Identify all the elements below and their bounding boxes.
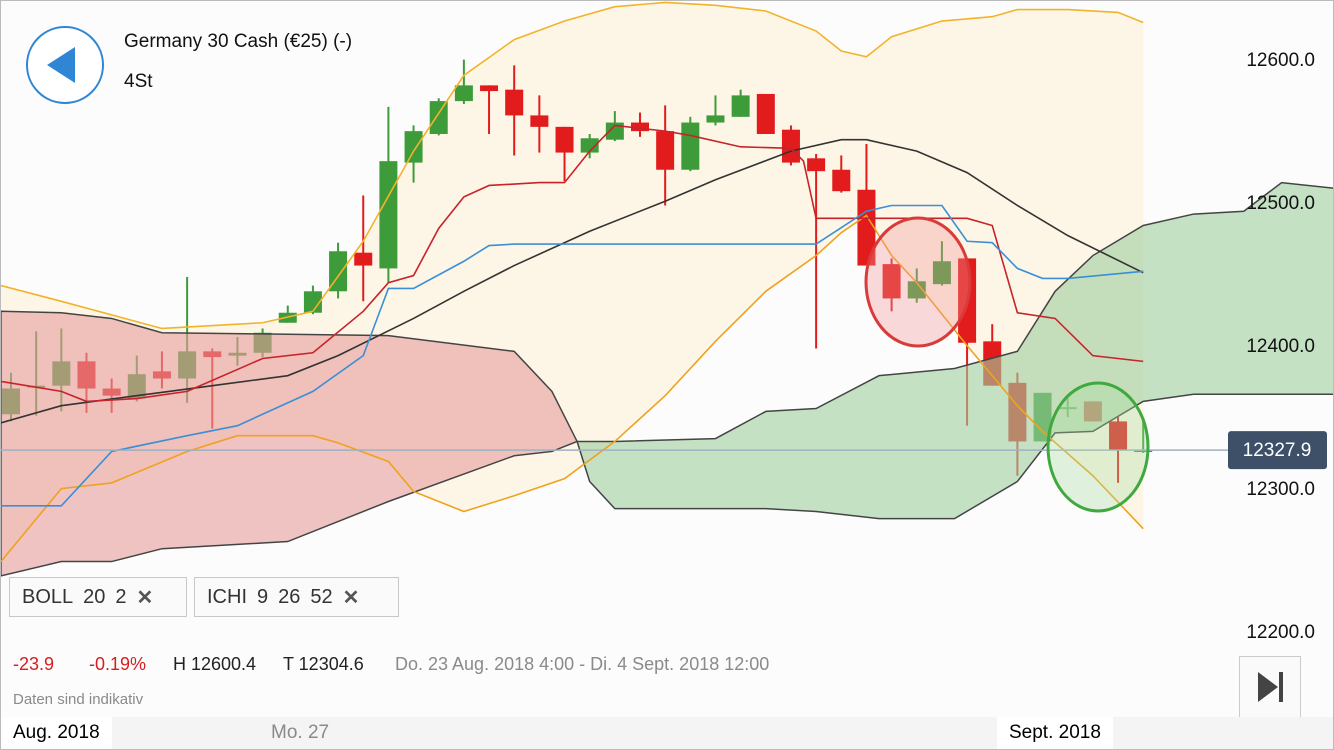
candle-body <box>907 281 926 299</box>
chip-param: 9 <box>257 585 269 608</box>
instrument-title: Germany 30 Cash (€25) (-) <box>124 31 353 52</box>
change: -23.9 <box>13 654 55 674</box>
chip-param: 2 <box>115 585 127 608</box>
last-price-label: 12327.9 <box>1243 440 1312 461</box>
candle-body <box>605 122 624 140</box>
highlight-circle <box>1046 381 1150 513</box>
indicator-line <box>1 214 1144 563</box>
candle-body <box>404 131 423 163</box>
candle-body <box>505 89 524 116</box>
candle-body <box>454 85 473 102</box>
jump-to-end-button[interactable] <box>1239 656 1301 718</box>
candle-body <box>580 138 599 153</box>
candle-body <box>832 169 851 192</box>
highlight-circle <box>864 216 972 348</box>
chip-label: ICHI <box>207 585 247 608</box>
candle-body <box>857 189 876 266</box>
y-tick-label: 12300.0 <box>1246 479 1315 500</box>
note: Daten sind indikativ <box>13 691 144 708</box>
y-tick-label: 12400.0 <box>1246 336 1315 357</box>
jump-icon <box>1258 672 1283 702</box>
indicator-chip[interactable]: BOLL 20 2 ✕ <box>9 577 187 617</box>
change-pct: -0.19% <box>89 654 147 674</box>
candle-body <box>555 126 574 153</box>
candle-body <box>932 261 951 285</box>
candle-body <box>480 85 499 92</box>
chip-close[interactable]: ✕ <box>342 586 360 609</box>
high: H 12600.4 <box>173 654 257 674</box>
candle-body <box>1109 421 1128 451</box>
candle-body <box>882 264 901 299</box>
overlay <box>26 26 1150 513</box>
indicator-line <box>1 138 1144 424</box>
y-tick-label: 12500.0 <box>1246 193 1315 214</box>
candle-body <box>807 158 826 172</box>
chip-label: BOLL <box>22 585 74 608</box>
candle-body <box>756 93 775 134</box>
x-axis-label: Aug. 2018 <box>1 717 112 749</box>
x-axis-label: Sept. 2018 <box>997 717 1113 749</box>
indicator-line <box>1 124 1144 403</box>
candle-body <box>631 122 649 132</box>
y-tick-label: 12600.0 <box>1246 50 1315 71</box>
indicator-line <box>1 204 1144 507</box>
candle-body <box>354 252 373 266</box>
ichimoku-cloud <box>576 181 1333 520</box>
chip-param: 20 <box>83 585 106 608</box>
candle-body <box>731 95 750 117</box>
low: T 12304.6 <box>283 654 364 674</box>
candle-body <box>530 115 549 127</box>
last-price-box <box>1228 431 1327 470</box>
date-range: Do. 23 Aug. 2018 4:00 - Di. 4 Sept. 2018… <box>395 654 770 674</box>
candle-body <box>706 115 725 123</box>
indicator-line <box>1 1 1144 330</box>
chip-param: 26 <box>278 585 301 608</box>
candle-body <box>781 129 800 163</box>
chip-close[interactable]: ✕ <box>136 586 154 609</box>
chart: 12327.9 12200.0 12300.0 12400.0 12500.0 12600… <box>1 1 1333 643</box>
ichimoku-cloud <box>1 310 579 577</box>
y-tick-label: 12200.0 <box>1246 622 1315 643</box>
candle-body <box>656 131 675 170</box>
timeframe: 4St <box>124 71 153 92</box>
chip-param: 52 <box>310 585 333 608</box>
candle-body <box>1134 450 1153 453</box>
x-axis-label: Mo. 27 <box>271 722 330 743</box>
candle-body <box>429 101 448 134</box>
back-icon <box>47 47 75 83</box>
x-axis <box>1 717 1333 749</box>
candle-body <box>303 291 322 313</box>
indicator-chip[interactable]: ICHI 9 26 52 ✕ <box>194 577 399 617</box>
